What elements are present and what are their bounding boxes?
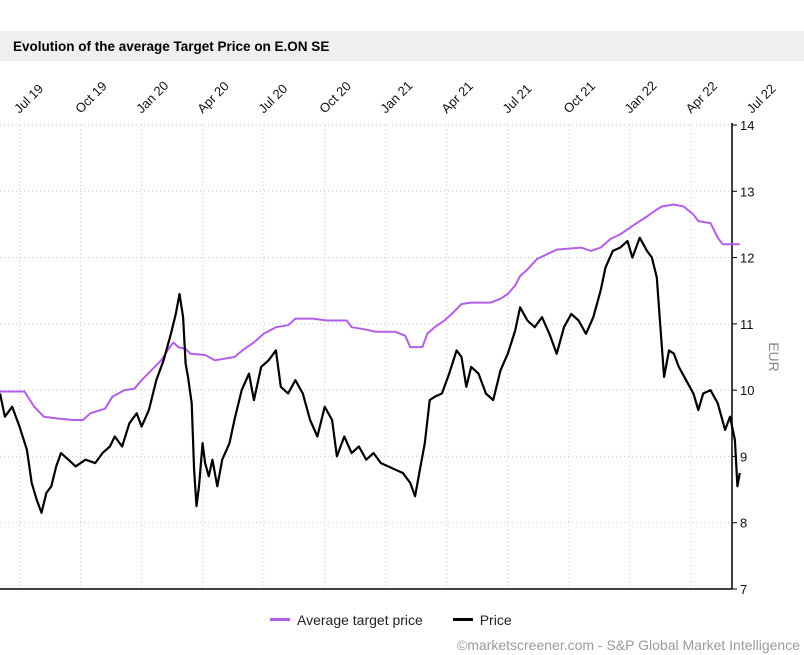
chart-legend: Average target price Price (270, 608, 538, 628)
line-chart: Jul 19 Oct 19 Jan 20 Apr 20 Jul 20 Oct 20 Jan … (0, 78, 782, 597)
legend-item-price[interactable]: Price (452, 611, 512, 628)
legend-swatch-target (270, 618, 290, 621)
y-tick-label: 12 (740, 251, 754, 266)
legend-label-target: Average target price (297, 611, 423, 628)
x-tick-label: Jan 20 (133, 78, 171, 116)
y-tick-label: 9 (740, 449, 747, 464)
x-tick-label: Oct 21 (560, 78, 598, 116)
x-tick-label: Jul 19 (11, 81, 46, 116)
source-credit: ©marketscreener.com - S&P Global Market … (456, 637, 800, 653)
x-tick-label: Apr 21 (438, 78, 476, 116)
x-tick-label: Jan 21 (377, 78, 415, 116)
x-tick-label: Jul 21 (499, 81, 534, 116)
series-line-average-target-price (0, 203, 740, 421)
y-tick-label: 13 (740, 184, 754, 199)
y-tick-label: 8 (740, 516, 747, 531)
y-tick-label: 14 (740, 118, 754, 133)
y-tick-label: 7 (740, 582, 747, 597)
x-tick-label: Oct 19 (72, 78, 110, 116)
x-tick-label: Jul 22 (744, 81, 779, 116)
legend-item-target[interactable]: Average target price (270, 612, 423, 628)
series-line-price (0, 236, 741, 514)
y-tick-label: 10 (740, 383, 754, 398)
x-tick-label: Jul 20 (255, 81, 290, 116)
legend-label-price: Price (479, 611, 512, 628)
chart-title: Evolution of the average Target Price on… (13, 39, 330, 54)
x-tick-label: Jan 22 (621, 78, 659, 116)
legend-swatch-price (452, 618, 473, 621)
chart-title-bar: Evolution of the average Target Price on… (0, 31, 804, 61)
y-tick-label: 11 (740, 317, 754, 332)
x-tick-label: Oct 20 (316, 78, 354, 116)
x-tick-label: Apr 22 (682, 78, 720, 116)
x-tick-label: Apr 20 (194, 78, 232, 116)
y-axis-title: EUR (766, 342, 782, 372)
